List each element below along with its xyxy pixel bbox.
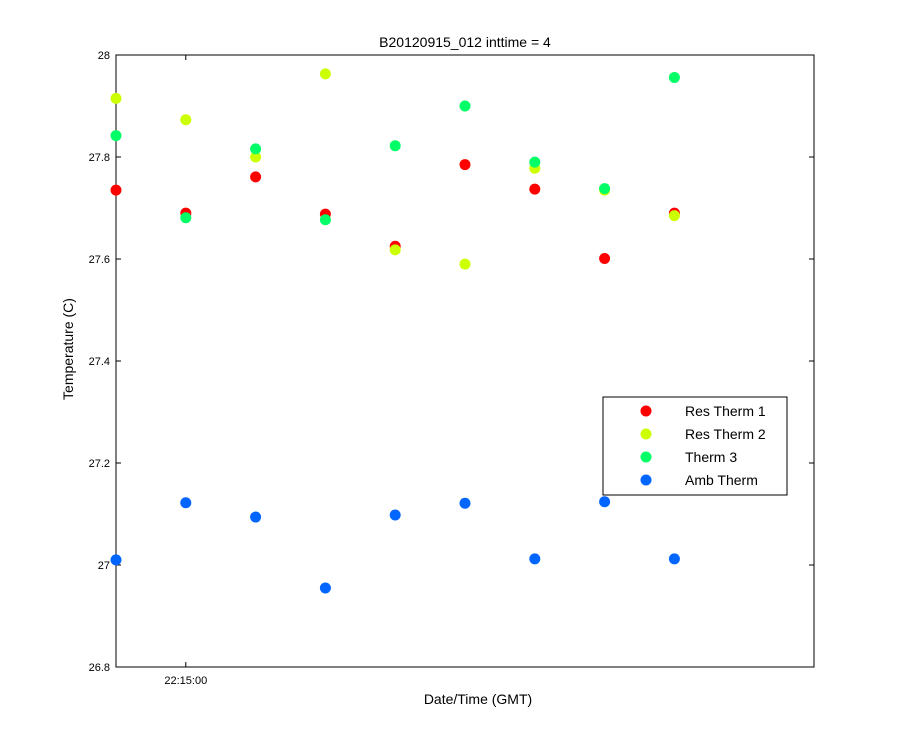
- y-axis: 26.8 27 27.2 27.4 27.6 27.8 28: [89, 50, 814, 674]
- y-tick-label: 26.8: [89, 662, 110, 674]
- legend-marker: [640, 428, 652, 440]
- point-res-therm-2: [459, 258, 471, 270]
- y-tick-label: 27.4: [89, 356, 110, 368]
- y-axis-title: Temperature (C): [60, 298, 76, 400]
- point-therm-3: [668, 71, 680, 83]
- point-amb-therm: [180, 497, 192, 509]
- point-amb-therm: [250, 511, 262, 523]
- point-therm-3: [319, 214, 331, 226]
- legend-marker: [640, 474, 652, 486]
- point-res-therm-1: [250, 171, 262, 183]
- point-amb-therm: [389, 509, 401, 521]
- chart-title: B20120915_012 inttime = 4: [379, 34, 551, 50]
- legend-label: Res Therm 2: [685, 426, 766, 442]
- point-therm-3: [599, 183, 611, 195]
- point-res-therm-2: [110, 92, 122, 104]
- point-res-therm-2: [319, 68, 331, 80]
- point-res-therm-1: [599, 252, 611, 264]
- point-res-therm-2: [180, 114, 192, 126]
- point-amb-therm: [668, 553, 680, 565]
- point-amb-therm: [319, 582, 331, 594]
- x-tick-label: 22:15:00: [164, 675, 207, 687]
- legend: Res Therm 1 Res Therm 2 Therm 3 Amb Therm: [602, 396, 788, 496]
- legend-marker: [640, 405, 652, 417]
- point-therm-3: [459, 100, 471, 112]
- point-therm-3: [389, 140, 401, 152]
- x-axis-title: Date/Time (GMT): [424, 691, 532, 707]
- point-therm-3: [110, 130, 122, 142]
- point-amb-therm: [110, 554, 122, 566]
- point-res-therm-1: [110, 184, 122, 196]
- point-res-therm-1: [459, 159, 471, 171]
- legend-label: Res Therm 1: [685, 403, 766, 419]
- y-tick-label: 27: [98, 560, 110, 572]
- point-res-therm-1: [529, 183, 541, 195]
- legend-box: [602, 396, 788, 496]
- legend-marker: [640, 451, 652, 463]
- point-therm-3: [529, 156, 541, 168]
- point-amb-therm: [599, 496, 611, 508]
- data-points: [110, 68, 680, 594]
- plot-area: [115, 54, 815, 668]
- point-res-therm-2: [389, 244, 401, 256]
- x-axis: 22:15:00: [164, 55, 207, 687]
- point-amb-therm: [529, 553, 541, 565]
- legend-label: Amb Therm: [685, 472, 758, 488]
- y-tick-label: 27.8: [89, 152, 110, 164]
- point-amb-therm: [459, 497, 471, 509]
- point-res-therm-2: [250, 151, 262, 163]
- point-res-therm-2: [668, 210, 680, 222]
- y-tick-label: 27.6: [89, 254, 110, 266]
- legend-label: Therm 3: [685, 449, 737, 465]
- point-therm-3: [180, 212, 192, 224]
- point-therm-3: [250, 143, 262, 155]
- y-tick-label: 28: [98, 50, 110, 62]
- y-tick-label: 27.2: [89, 458, 110, 470]
